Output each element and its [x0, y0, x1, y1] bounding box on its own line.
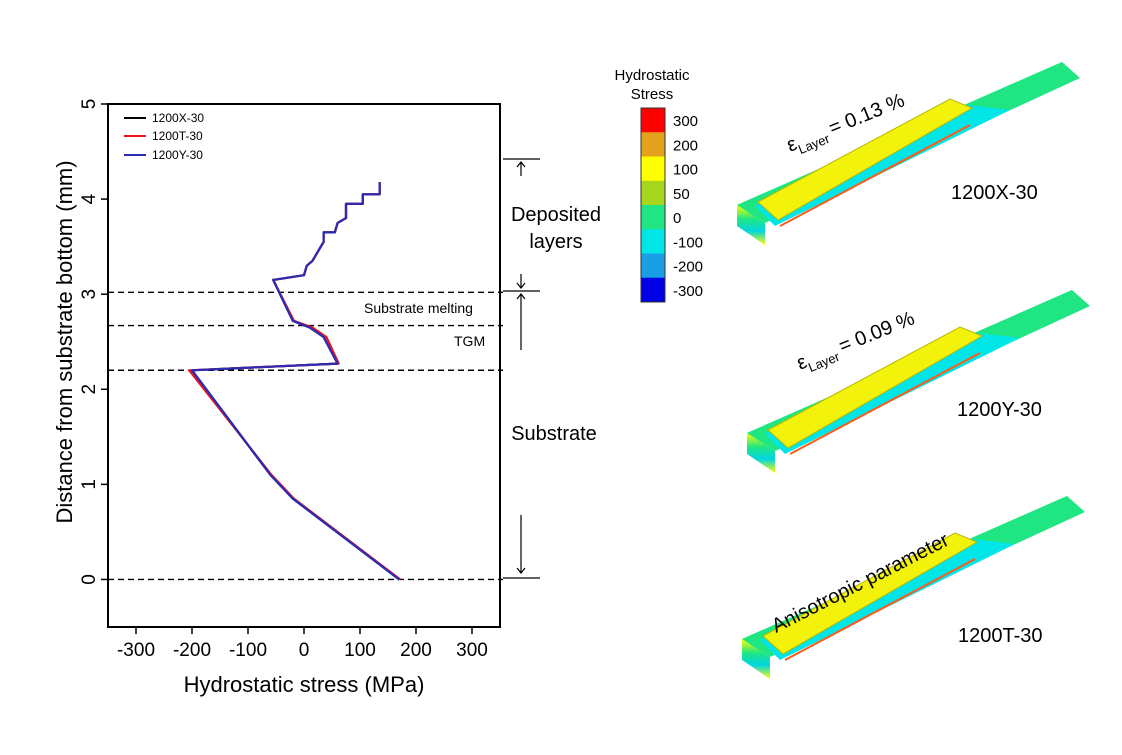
legend-label-1200T-30: 1200T-30 — [152, 129, 203, 143]
series-line-1200T-30 — [188, 182, 401, 581]
model-1200Y-30-label: 1200Y-30 — [957, 399, 1042, 421]
x-tick-label-200: 200 — [400, 640, 432, 661]
colorbar-swatch-200 — [641, 132, 665, 157]
colorbar-label-100: 100 — [673, 162, 698, 179]
x-axis-ticks: -300 -200 -100 0 100 200 300 — [117, 627, 488, 661]
colorbar-label--200: -200 — [673, 259, 703, 276]
model-red-fusion-line — [789, 352, 981, 455]
model-yellow-track — [767, 326, 984, 449]
model-end-face — [747, 433, 775, 473]
model-1200Y-30 — [747, 290, 1090, 473]
colorbar-title-line1: Hydrostatic — [614, 67, 690, 84]
series-line-1200X-30 — [190, 182, 400, 581]
legend: 1200X-30 1200T-30 1200Y-30 — [124, 111, 204, 162]
colorbar-label--300: -300 — [673, 283, 703, 300]
legend-label-1200X-30: 1200X-30 — [152, 111, 204, 125]
arrow-substrate-down-head — [516, 567, 526, 574]
strain-value: = 0.09 % — [836, 307, 918, 357]
model-end-face — [742, 639, 770, 679]
x-tick-label-100: 100 — [344, 640, 376, 661]
arrow-substrate-up-head — [516, 293, 526, 300]
model-yellow-track — [757, 98, 974, 221]
annotation-deposited-line2: layers — [529, 231, 582, 253]
model-yellow-track — [762, 532, 979, 655]
model-1200X-30 — [737, 62, 1080, 245]
region-arrows — [503, 158, 540, 579]
annotation-substrate-melting: Substrate melting — [364, 300, 473, 316]
y-tick-label-5: 5 — [79, 99, 100, 110]
annotation-tgm: TGM — [454, 333, 485, 349]
y-tick-label-3: 3 — [79, 289, 100, 300]
model-red-fusion-line — [779, 124, 971, 227]
series-lines — [188, 182, 401, 581]
x-tick-label--300: -300 — [117, 640, 155, 661]
model-red-fusion-line — [784, 558, 976, 661]
y-tick-label-2: 2 — [79, 384, 100, 395]
y-tick-label-0: 0 — [79, 574, 100, 585]
series-line-1200Y-30 — [190, 182, 400, 581]
colorbar-swatch-100 — [641, 156, 665, 182]
colorbar-title-line2: Stress — [631, 86, 674, 103]
y-axis-ticks: 0 1 2 3 4 5 — [79, 99, 108, 585]
x-tick-label-300: 300 — [456, 640, 488, 661]
colorbar-label-200: 200 — [673, 137, 698, 154]
arrow-deposited-down-head — [516, 282, 526, 289]
x-tick-label--200: -200 — [173, 640, 211, 661]
colorbar-swatch--100 — [641, 229, 665, 254]
y-axis-label: Distance from substrate bottom (mm) — [52, 160, 77, 523]
x-tick-label--100: -100 — [229, 640, 267, 661]
x-tick-label-0: 0 — [299, 640, 310, 661]
colorbar-label-50: 50 — [673, 186, 690, 203]
colorbar-border — [640, 107, 666, 303]
strain-subscript: Layer — [796, 131, 832, 157]
colorbar-swatch--200 — [641, 253, 665, 279]
colorbar-label-300: 300 — [673, 113, 698, 130]
hydrostatic-stress-chart: -300 -200 -100 0 100 200 300 0 1 2 3 4 5 Hydrostati… — [52, 99, 601, 697]
colorbar: Hydrostatic Stress 300 200 100 50 0 -100 -200 -… — [614, 67, 703, 303]
strain-subscript: Layer — [806, 349, 842, 375]
colorbar-swatch--300 — [641, 277, 665, 303]
y-tick-label-4: 4 — [79, 193, 100, 204]
colorbar-label--100: -100 — [673, 234, 703, 251]
legend-label-1200Y-30: 1200Y-30 — [152, 148, 203, 162]
reference-lines — [108, 291, 503, 581]
model-1200X-30-label: 1200X-30 — [951, 182, 1038, 204]
colorbar-label-0: 0 — [673, 210, 681, 227]
colorbar-swatch-50 — [641, 180, 665, 206]
model-end-face — [737, 205, 765, 245]
y-tick-label-1: 1 — [79, 479, 100, 490]
colorbar-swatch-300 — [641, 108, 665, 133]
colorbar-swatches: 300 200 100 50 0 -100 -200 -300 — [640, 107, 703, 303]
arrow-deposited-up-head — [516, 161, 526, 168]
model-1200T-30-label: 1200T-30 — [958, 625, 1043, 647]
annotation-deposited-line1: Deposited — [511, 204, 601, 226]
colorbar-swatch-0 — [641, 205, 665, 230]
model-1200T-30 — [742, 496, 1085, 679]
annotation-substrate: Substrate — [511, 423, 597, 445]
x-axis-label: Hydrostatic stress (MPa) — [184, 672, 425, 697]
